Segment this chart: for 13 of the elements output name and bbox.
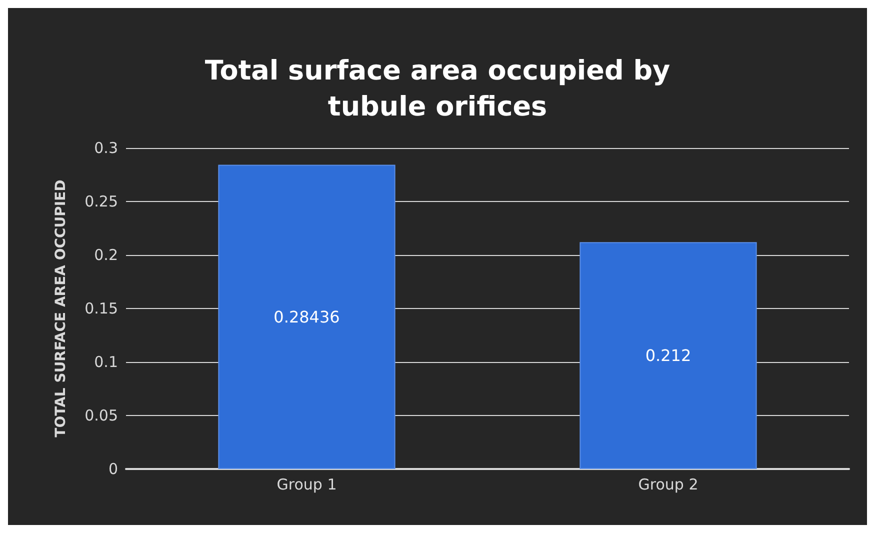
y-tick-label: 0.1 [94, 353, 118, 371]
x-tick-label: Group 2 [638, 476, 698, 494]
y-tick-label: 0.25 [84, 192, 118, 210]
y-axis-title: TOTAL SURFACE AREA OCCUPIED [53, 180, 69, 438]
y-tick-label: 0.15 [84, 300, 118, 318]
y-tick-label: 0 [108, 460, 118, 478]
y-tick-label: 0.05 [84, 406, 118, 424]
chart-title: Total surface area occupied by tubule orifices [204, 56, 671, 122]
data-label: 0.28436 [274, 307, 340, 326]
y-tick-label: 0.3 [94, 139, 118, 157]
data-label: 0.212 [645, 346, 692, 366]
x-tick-label: Group 1 [276, 476, 337, 494]
y-tick-label: 0.2 [94, 246, 118, 264]
